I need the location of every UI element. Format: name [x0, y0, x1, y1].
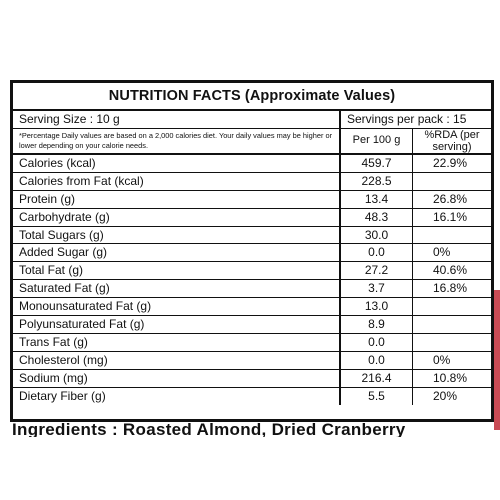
nutrient-value: 3.7: [341, 280, 413, 298]
nutrient-rda: 22.9%: [433, 156, 468, 170]
nutrient-name: Trans Fat (g): [13, 333, 341, 351]
nutrition-facts-panel: NUTRITION FACTS (Approximate Values) Ser…: [10, 80, 494, 422]
nutrient-rda: 0%: [433, 245, 451, 260]
nutrient-value: 216.4: [341, 369, 413, 387]
nutrient-name: Dietary Fiber (g): [13, 387, 341, 406]
nutrient-name: Protein (g): [13, 190, 341, 208]
nutrient-value: 8.9: [341, 316, 413, 333]
nutrient-name: Cholesterol (mg): [13, 351, 341, 369]
nutrient-rda: [413, 173, 491, 190]
nutrient-name: Carbohydrate (g): [13, 208, 341, 226]
nutrient-rows: Calories (kcal) 459.7 22.9% Calories from F…: [13, 155, 491, 406]
nutrient-value: 0.0: [341, 244, 413, 262]
nutrient-rda: 40.6%: [433, 263, 468, 278]
nutrient-rda: 0%: [433, 352, 451, 367]
nutrient-value: 27.2: [341, 262, 413, 280]
nutrient-value: 228.5: [341, 172, 413, 190]
nutrient-name: Saturated Fat (g): [13, 280, 341, 298]
nutrient-row: Protein (g) 13.4 26.8%: [13, 190, 491, 209]
ingredients-text: Ingredients : Roasted Almond, Dried Cran…: [12, 423, 406, 437]
nutrient-row: Cholesterol (mg) 0.0 0%: [13, 351, 491, 370]
nutrient-row: Saturated Fat (g) 3.7 16.8%: [13, 280, 491, 299]
nutrient-rda: [413, 298, 491, 315]
nutrient-row: Calories from Fat (kcal) 228.5: [13, 172, 491, 191]
column-headers: Per 100 g %RDA (per serving): [341, 129, 491, 153]
package-red-edge: [494, 290, 500, 430]
nutrient-row: Total Fat (g) 27.2 40.6%: [13, 262, 491, 281]
nutrient-rda: 10.8%: [433, 370, 468, 385]
nutrient-row: Carbohydrate (g) 48.3 16.1%: [13, 208, 491, 227]
nutrient-row: Dietary Fiber (g) 5.5 20%: [13, 387, 491, 406]
column-header-rda: %RDA (per serving): [424, 129, 480, 153]
nutrient-name: Calories from Fat (kcal): [13, 172, 341, 190]
nutrient-value: 30.0: [341, 226, 413, 244]
nutrient-row: Sodium (mg) 216.4 10.8%: [13, 369, 491, 388]
nutrient-value: 0.0: [341, 333, 413, 351]
nutrient-row: Monounsaturated Fat (g) 13.0: [13, 298, 491, 317]
nutrient-value: 13.0: [341, 298, 413, 316]
header-right: Servings per pack : 15 Per 100 g %RDA (p…: [341, 111, 491, 153]
nutrient-rda: 26.8%: [433, 191, 468, 206]
nutrient-name: Total Sugars (g): [13, 226, 341, 244]
nutrient-rda: [413, 227, 491, 244]
serving-size: Serving Size : 10 g: [13, 111, 339, 129]
nutrient-row: Calories (kcal) 459.7 22.9%: [13, 155, 491, 173]
nutrient-value: 13.4: [341, 190, 413, 208]
nutrient-rda: 20%: [433, 388, 458, 403]
ingredients-line: Ingredients : Roasted Almond, Dried Cran…: [12, 423, 496, 437]
nutrient-name: Polyunsaturated Fat (g): [13, 316, 341, 333]
nutrient-row: Trans Fat (g) 0.0: [13, 333, 491, 352]
nutrient-name: Added Sugar (g): [13, 244, 341, 262]
nutrient-rda: [413, 316, 491, 333]
servings-per-pack: Servings per pack : 15: [341, 111, 491, 129]
nutrient-value: 459.7: [341, 155, 413, 172]
nutrient-value: 0.0: [341, 351, 413, 369]
nutrient-name: Total Fat (g): [13, 262, 341, 280]
nutrient-value: 5.5: [341, 387, 413, 406]
nutrient-name: Sodium (mg): [13, 369, 341, 387]
panel-header: Serving Size : 10 g *Percentage Daily va…: [13, 111, 491, 155]
nutrient-rda: 16.8%: [433, 281, 468, 296]
nutrient-rda: 16.1%: [433, 209, 468, 224]
nutrient-name: Monounsaturated Fat (g): [13, 298, 341, 316]
header-left: Serving Size : 10 g *Percentage Daily va…: [13, 111, 341, 153]
column-header-per-100g: Per 100 g: [341, 129, 413, 153]
nutrient-row: Total Sugars (g) 30.0: [13, 226, 491, 245]
nutrient-value: 48.3: [341, 208, 413, 226]
nutrient-rda: [413, 334, 491, 351]
nutrient-row: Added Sugar (g) 0.0 0%: [13, 244, 491, 263]
nutrient-row: Polyunsaturated Fat (g) 8.9: [13, 316, 491, 334]
panel-title: NUTRITION FACTS (Approximate Values): [13, 83, 491, 111]
daily-value-disclaimer: *Percentage Daily values are based on a …: [19, 131, 333, 150]
nutrient-name: Calories (kcal): [13, 155, 341, 172]
